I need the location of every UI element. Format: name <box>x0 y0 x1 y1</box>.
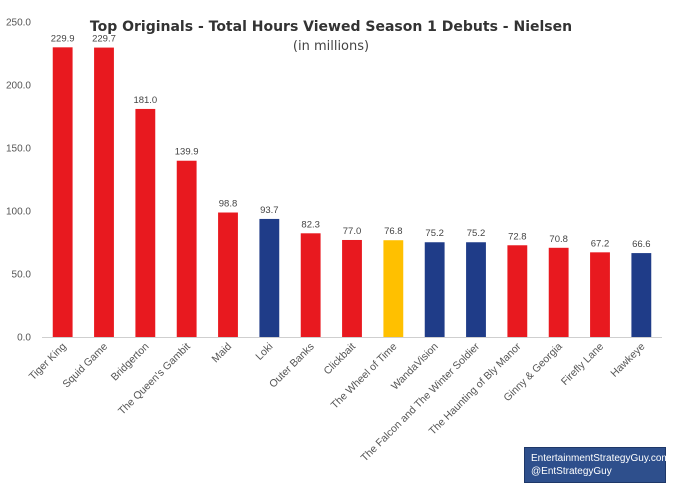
category-label-13: Firefly Lane <box>559 341 606 388</box>
y-tick-label-3: 150.0 <box>6 144 31 155</box>
bar-1 <box>94 47 114 337</box>
value-label-13: 67.2 <box>591 238 610 249</box>
bar-2 <box>135 108 156 337</box>
value-label-8: 76.8 <box>384 226 403 237</box>
value-labels-group: 229.9 229.7 181.0 139.9 98.8 93.7 82.3 77.0 76.8… <box>51 33 651 250</box>
value-label-12: 70.8 <box>549 234 568 245</box>
y-tick-label-5: 250.0 <box>6 18 31 29</box>
bar-7 <box>342 239 362 337</box>
bar-12 <box>548 247 569 337</box>
y-axis: 0.0 50.0 100.0 150.0 200.0 250.0 <box>6 18 31 344</box>
value-label-14: 66.6 <box>632 239 651 250</box>
value-label-0: 229.9 <box>51 33 75 44</box>
category-label-0: Tiger King <box>27 341 69 383</box>
category-label-1: Squid Game <box>60 341 110 391</box>
bar-3 <box>176 160 197 337</box>
category-label-4: Maid <box>210 341 235 366</box>
bars-group <box>52 47 652 338</box>
value-label-7: 77.0 <box>343 226 362 237</box>
value-label-5: 93.7 <box>260 205 279 216</box>
y-tick-label-4: 200.0 <box>6 81 31 92</box>
bar-0 <box>52 47 73 338</box>
bar-5 <box>259 218 280 337</box>
bar-14 <box>631 253 652 337</box>
value-label-1: 229.7 <box>92 34 116 45</box>
value-label-10: 75.2 <box>467 228 486 239</box>
category-label-7: Clickbait <box>322 341 359 378</box>
value-label-9: 75.2 <box>425 228 444 239</box>
bar-11 <box>507 245 528 337</box>
bar-9 <box>424 242 445 337</box>
category-label-3: The Queen's Gambit <box>116 341 193 418</box>
bar-10 <box>466 242 486 337</box>
value-label-3: 139.9 <box>175 147 199 158</box>
credit-website: EntertainmentStrategyGuy.com <box>531 453 670 464</box>
bar-13 <box>590 252 610 337</box>
chart-title: Top Originals - Total Hours Viewed Seaso… <box>90 19 572 35</box>
category-label-5: Loki <box>253 341 275 363</box>
bar-6 <box>300 233 321 337</box>
value-label-2: 181.0 <box>133 95 157 106</box>
value-label-6: 82.3 <box>301 219 320 230</box>
value-label-4: 98.8 <box>219 199 238 210</box>
category-label-14: Hawkeye <box>608 341 647 380</box>
credit-box: EntertainmentStrategyGuy.com @EntStrateg… <box>524 447 670 483</box>
value-label-11: 72.8 <box>508 231 527 242</box>
bar-8 <box>383 240 404 337</box>
chart-subtitle: (in millions) <box>293 39 369 54</box>
y-tick-label-2: 100.0 <box>6 207 31 218</box>
y-tick-label-0: 0.0 <box>17 333 31 344</box>
category-label-2: Bridgerton <box>109 341 152 384</box>
category-label-6: Outer Banks <box>267 341 317 391</box>
credit-handle: @EntStrategyGuy <box>531 466 612 477</box>
y-tick-label-1: 50.0 <box>12 270 32 281</box>
bar-4 <box>218 212 238 337</box>
